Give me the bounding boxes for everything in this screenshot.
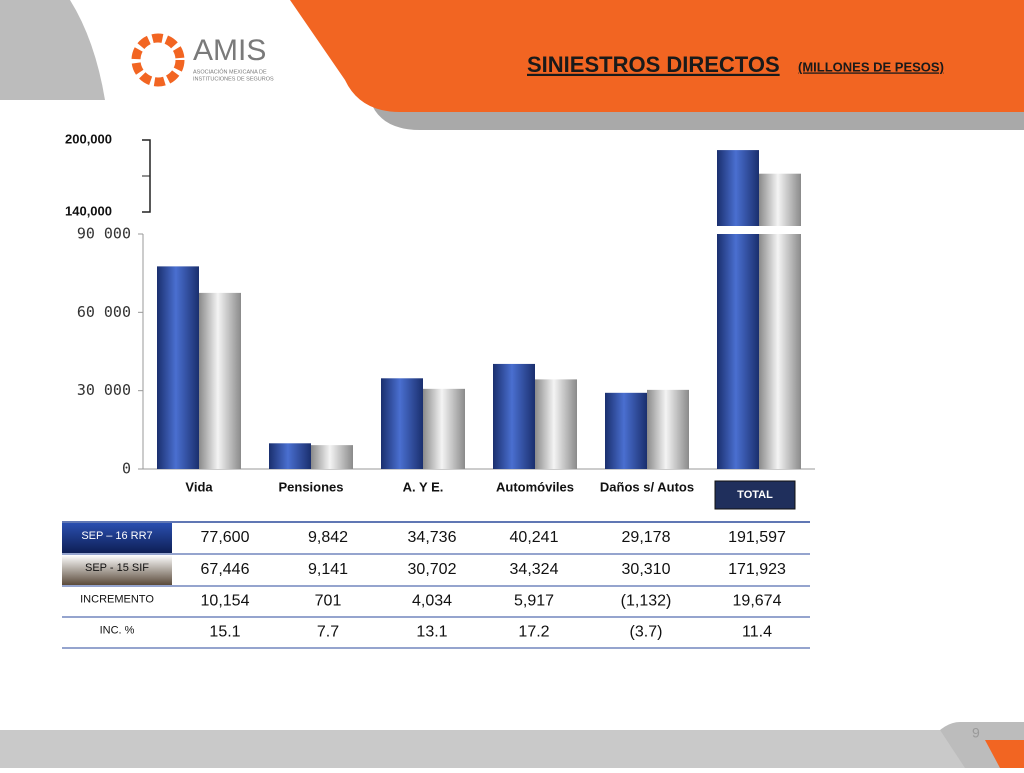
row-label-bg — [62, 523, 172, 553]
bar — [759, 173, 801, 226]
corner-shape — [0, 0, 105, 100]
y-tick-label: 0 — [122, 460, 131, 478]
row-label: INC. % — [100, 624, 135, 636]
total-label-box — [714, 480, 796, 510]
bar — [535, 379, 577, 469]
table-cell: 4,034 — [412, 593, 452, 610]
bar — [199, 292, 241, 469]
table-cell: 11.4 — [742, 624, 772, 641]
y-tick-label: 90 000 — [77, 225, 131, 243]
table-cell: 15.1 — [209, 624, 240, 641]
table-cell: 9,842 — [308, 529, 348, 546]
table-cell: 30,702 — [408, 561, 457, 578]
bar — [717, 150, 759, 226]
table-cell: 34,736 — [408, 529, 457, 546]
table-cell: (3.7) — [630, 624, 663, 641]
y-tick-label: 140,000 — [65, 203, 112, 218]
header-band — [290, 0, 1024, 112]
table-cell: 9,141 — [308, 561, 348, 578]
footer-accent — [985, 740, 1024, 768]
bar — [605, 392, 647, 469]
logo-mark — [131, 33, 185, 87]
y-tick-label: 30 000 — [77, 381, 131, 399]
x-tick-label: TOTAL — [737, 489, 773, 501]
x-tick-label: Daños s/ Autos — [600, 479, 694, 494]
table-cell: 77,600 — [201, 529, 250, 546]
table-cell: 40,241 — [510, 529, 559, 546]
bar — [381, 378, 423, 469]
bar — [493, 363, 535, 469]
table-cell: (1,132) — [621, 593, 672, 610]
row-label: SEP - 15 SIF — [85, 562, 149, 574]
x-tick-label: Vida — [185, 479, 213, 494]
y-tick-label: 200,000 — [65, 131, 112, 146]
subtitle: (MILLONES DE PESOS) — [798, 59, 944, 74]
table-cell: 191,597 — [728, 529, 786, 546]
row-label: SEP – 16 RR7 — [81, 530, 152, 542]
table-cell: 7.7 — [317, 624, 339, 641]
row-label-bg — [62, 555, 172, 585]
bar — [759, 234, 801, 469]
x-tick-label: Automóviles — [496, 479, 574, 494]
table-cell: 30,310 — [622, 561, 671, 578]
table-cell: 5,917 — [514, 593, 554, 610]
bar — [717, 234, 759, 469]
footer-band — [0, 730, 965, 768]
bar — [423, 388, 465, 469]
table-cell: 10,154 — [201, 593, 250, 610]
row-label: INCREMENTO — [80, 593, 154, 605]
logo-tagline: INSTITUCIONES DE SEGUROS — [193, 76, 274, 82]
table-cell: 171,923 — [728, 561, 786, 578]
page-number: 9 — [972, 725, 980, 741]
bar — [647, 389, 689, 469]
bar — [157, 266, 199, 469]
table-cell: 17.2 — [518, 624, 549, 641]
table-cell: 29,178 — [622, 529, 671, 546]
logo-name: AMIS — [193, 34, 266, 67]
table-cell: 19,674 — [733, 593, 782, 610]
bar — [269, 443, 311, 469]
x-tick-label: A. Y E. — [403, 479, 444, 494]
bar — [311, 445, 353, 469]
table-cell: 701 — [315, 593, 342, 610]
table-cell: 67,446 — [201, 561, 250, 578]
x-tick-label: Pensiones — [278, 479, 343, 494]
table-cell: 34,324 — [510, 561, 559, 578]
table-cell: 13.1 — [416, 624, 447, 641]
title: SINIESTROS DIRECTOS — [527, 52, 780, 77]
logo-tagline: ASOCIACIÓN MEXICANA DE — [193, 68, 267, 75]
y-tick-label: 60 000 — [77, 303, 131, 321]
